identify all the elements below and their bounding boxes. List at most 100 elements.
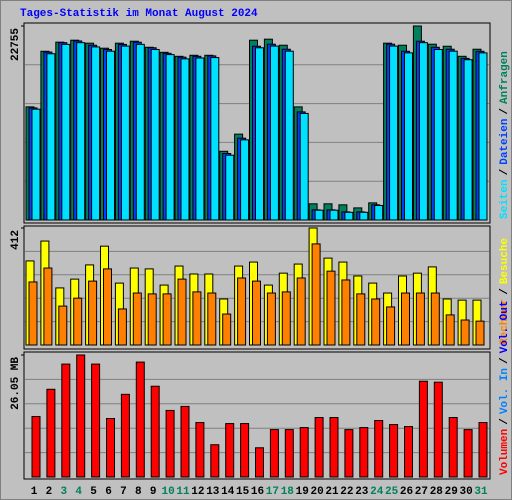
bar [76, 354, 86, 478]
x-tick-label: 24 [370, 486, 384, 498]
bar [418, 380, 428, 478]
bar [61, 43, 71, 221]
legend: Rechner / Besuche [499, 238, 511, 345]
x-tick-label: 14 [221, 486, 235, 498]
bar [91, 363, 101, 478]
bar [326, 270, 336, 346]
legend: Seiten / Dateien / Anfragen [499, 51, 511, 219]
x-tick-label: 18 [281, 486, 295, 498]
bar [162, 293, 172, 346]
bar [314, 209, 324, 221]
x-tick-label: 15 [236, 486, 250, 498]
bar [106, 50, 115, 221]
bar [225, 154, 235, 221]
x-tick-label: 29 [445, 486, 458, 498]
bar [240, 139, 250, 221]
bar [386, 306, 396, 346]
x-tick-label: 28 [430, 486, 444, 498]
x-tick-label: 6 [105, 486, 112, 498]
bar [281, 291, 291, 346]
bar [120, 393, 130, 478]
x-tick-label: 26 [400, 486, 413, 498]
bar [389, 424, 399, 478]
bar [448, 417, 458, 478]
bar [237, 277, 247, 346]
x-tick-label: 4 [75, 486, 82, 498]
bar [135, 43, 145, 221]
bar [103, 268, 112, 346]
x-tick-label: 21 [325, 486, 339, 498]
bar [418, 42, 428, 221]
x-tick-label: 7 [120, 486, 127, 498]
bar [31, 415, 41, 478]
bar [195, 57, 205, 221]
x-tick-label: 8 [135, 486, 142, 498]
bar [28, 281, 38, 346]
bar [344, 429, 354, 478]
y-tick-label: 22755 [10, 28, 22, 61]
bar [269, 45, 279, 221]
bar [120, 45, 130, 221]
x-tick-label: 17 [266, 486, 279, 498]
x-tick-label: 27 [415, 486, 428, 498]
x-tick-label: 9 [150, 486, 157, 498]
x-tick-label: 1 [31, 486, 38, 498]
bar [240, 423, 250, 478]
bar [210, 444, 220, 478]
bar [132, 292, 142, 346]
bar [165, 409, 175, 478]
legend-entry: Anfragen [499, 51, 511, 104]
bar [299, 427, 309, 478]
bar [415, 292, 425, 346]
bar [284, 429, 294, 478]
bar [359, 427, 369, 478]
bar [43, 267, 53, 346]
x-tick-label: 16 [251, 486, 264, 498]
bar [117, 308, 127, 346]
bar [389, 45, 399, 221]
legend: Volumen / Vol. In / Vol. Out [499, 301, 511, 475]
x-tick-label: 5 [90, 486, 97, 498]
bar [329, 209, 339, 221]
bar [478, 422, 488, 478]
bar [448, 50, 458, 221]
legend-entry: Volumen [499, 429, 511, 475]
bar [210, 57, 220, 221]
bar [356, 293, 366, 346]
bar [58, 305, 68, 346]
bar [165, 54, 175, 221]
legend-separator: / [499, 357, 511, 364]
bar [177, 278, 187, 346]
bar [76, 42, 86, 221]
bar [433, 381, 443, 478]
bar [344, 211, 354, 221]
bar [284, 50, 294, 221]
bar [314, 417, 324, 478]
bar [106, 418, 115, 478]
x-tick-label: 25 [385, 486, 399, 498]
legend-separator: / [499, 418, 511, 425]
y-tick-label: 412 [10, 230, 22, 250]
legend-entry: Vol. In [499, 368, 511, 414]
bar [371, 298, 381, 346]
bar [61, 363, 71, 478]
x-tick-label: 31 [474, 486, 488, 498]
bar [46, 388, 56, 478]
bar [31, 108, 41, 221]
bar [180, 405, 190, 478]
bar [404, 426, 413, 478]
bar [180, 58, 190, 221]
bar [222, 313, 232, 346]
bar [266, 292, 276, 346]
legend-entry: Vol. Out [499, 301, 511, 354]
bar [359, 211, 369, 221]
x-tick-label: 13 [206, 486, 220, 498]
x-tick-label: 19 [296, 486, 309, 498]
bar [150, 48, 160, 221]
bar [147, 293, 157, 346]
bar [150, 385, 160, 478]
bar [269, 429, 279, 478]
bar [430, 292, 440, 346]
bar [255, 447, 264, 478]
